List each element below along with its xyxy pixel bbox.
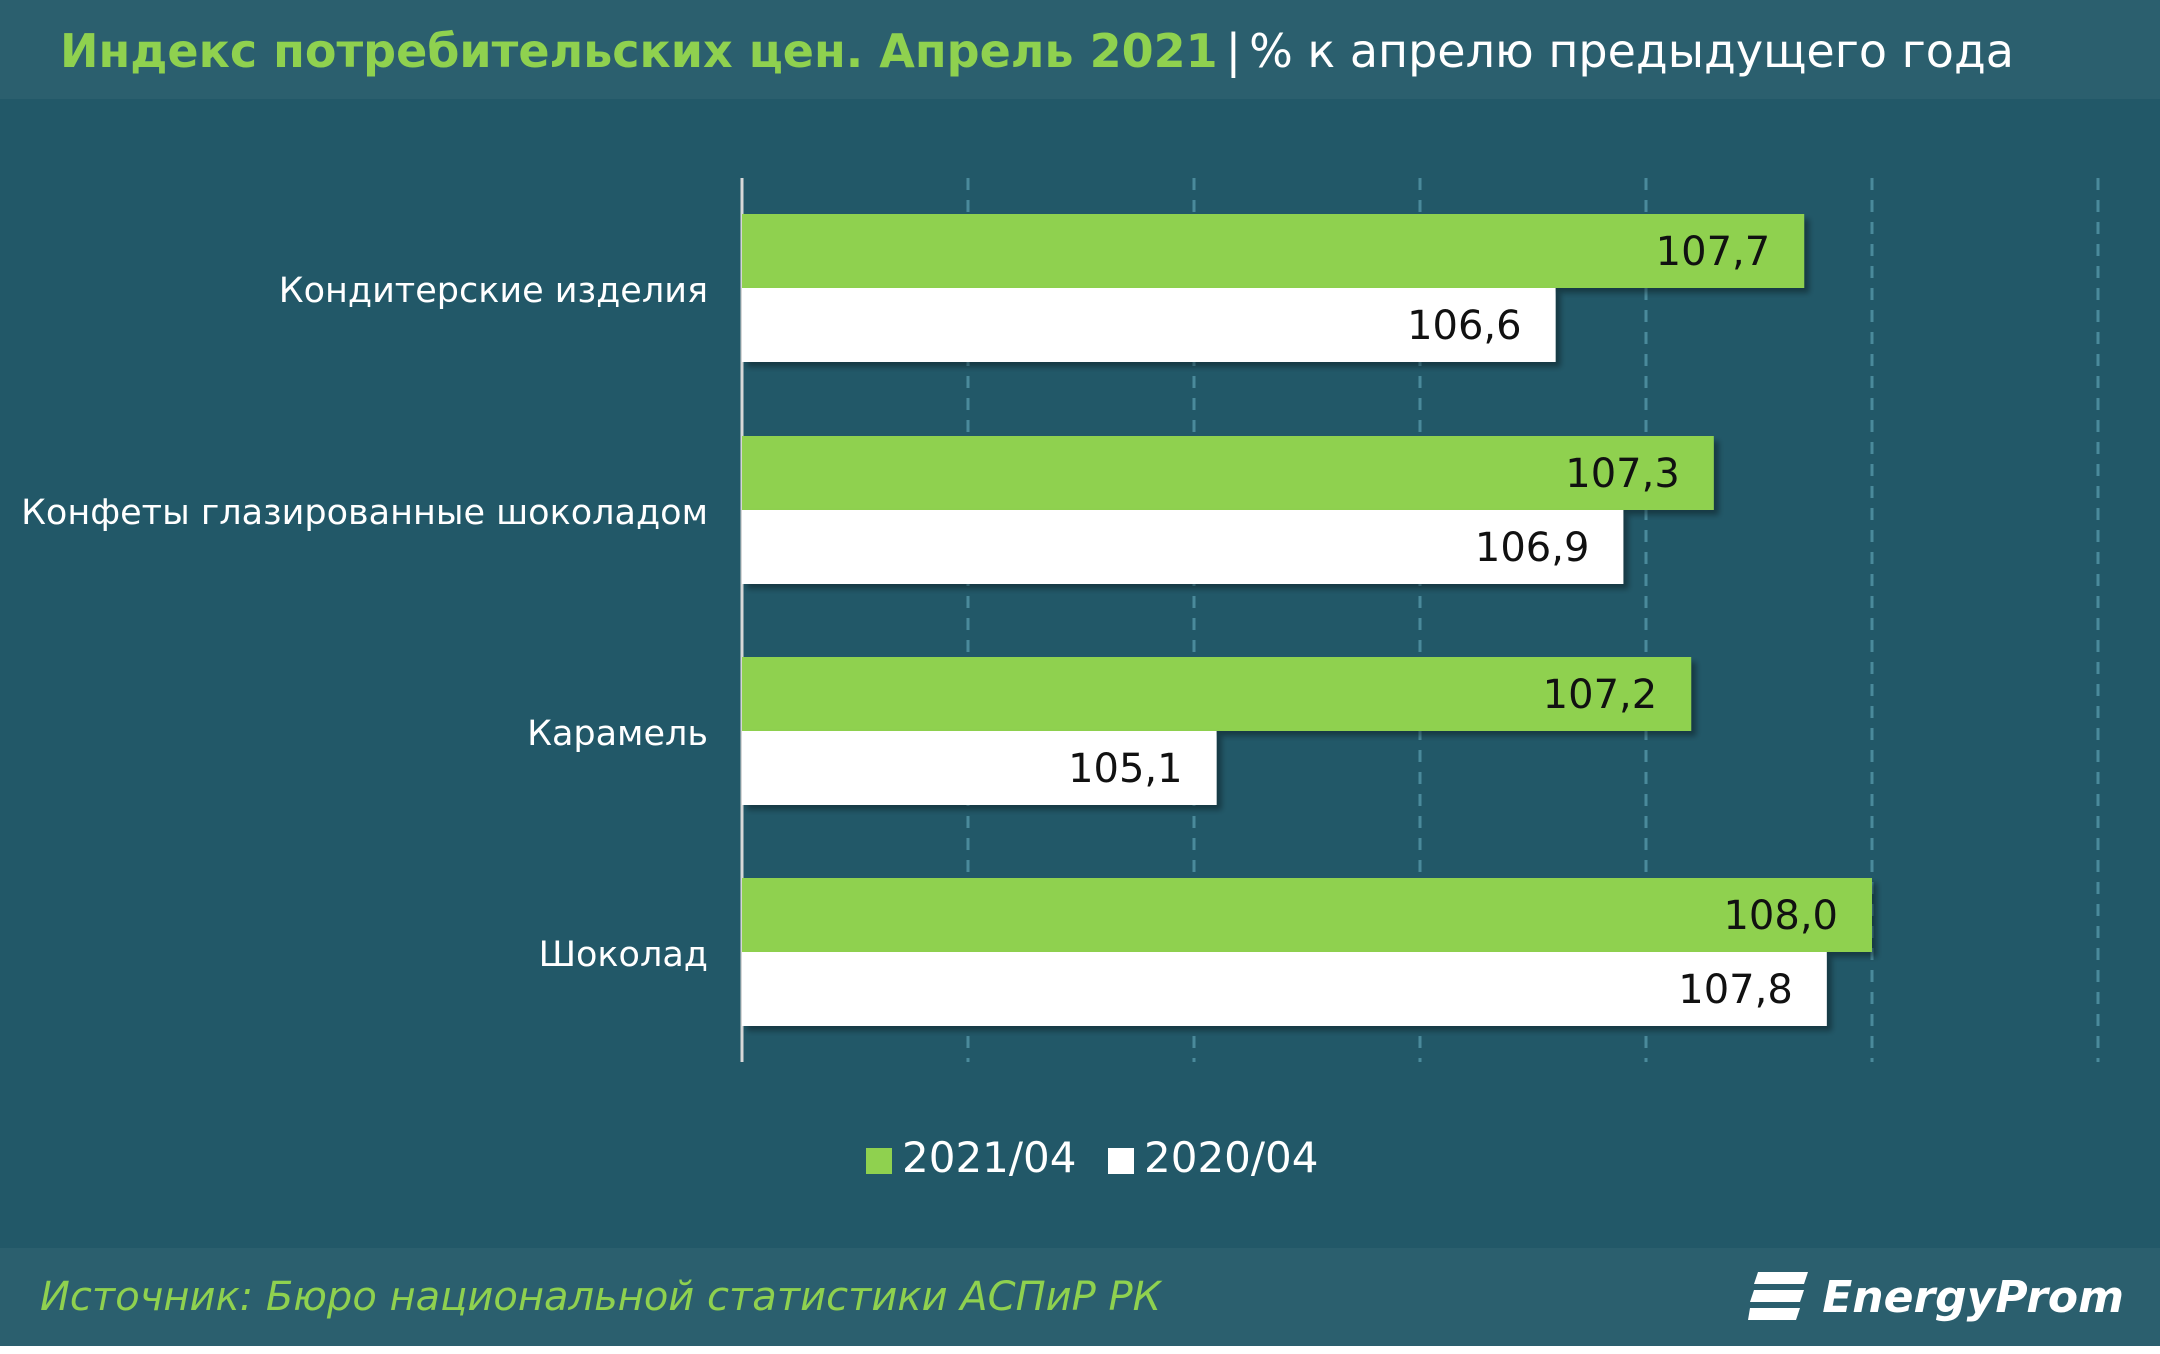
- data-label: 107,2: [1543, 672, 1658, 718]
- bar-2021-1: [742, 436, 1714, 510]
- legend-label: 2020/04: [1144, 1133, 1318, 1182]
- data-label: 108,0: [1723, 893, 1838, 939]
- bar-chart: 107,7 106,6 Кондитерские изделия 107,3 106,9…: [21, 178, 2100, 1182]
- bar-2020-2: [742, 731, 1217, 805]
- data-label: 106,9: [1475, 525, 1590, 571]
- bar-2021-2: [742, 657, 1692, 731]
- bar-2020-1: [742, 510, 1624, 584]
- bars: [742, 214, 1872, 1026]
- energyprom-logo-icon: [1748, 1272, 1809, 1320]
- bar-2021-3: [742, 878, 1872, 952]
- category-label: Кондитерские изделия: [279, 271, 708, 311]
- legend: 2021/04 2020/04: [866, 1133, 1318, 1182]
- brand-name: EnergyProm: [1822, 1271, 2124, 1323]
- source-bar: Источник: Бюро национальной статистики А…: [0, 1248, 2160, 1346]
- title-separator: |: [1225, 24, 1242, 78]
- title-bar: Индекс потребительских цен. Апрель 2021 |…: [0, 0, 2160, 99]
- chart-title-main: Индекс потребительских цен. Апрель 2021: [60, 24, 1218, 78]
- bar-2021-0: [742, 214, 1805, 288]
- bar-2020-0: [742, 288, 1556, 362]
- data-label: 107,8: [1678, 967, 1793, 1013]
- chart-subtitle: % к апрелю предыдущего года: [1249, 24, 2014, 78]
- data-label: 106,6: [1407, 303, 1522, 349]
- category-label: Карамель: [527, 714, 708, 754]
- legend-swatch: [1108, 1148, 1134, 1174]
- category-label: Конфеты глазированные шоколадом: [21, 493, 708, 533]
- data-label: 105,1: [1068, 746, 1183, 792]
- data-label: 107,3: [1565, 451, 1680, 497]
- source-note: Источник: Бюро национальной статистики А…: [40, 1274, 1161, 1320]
- chart-title: Индекс потребительских цен. Апрель 2021 |…: [60, 18, 2014, 84]
- data-label: 107,7: [1656, 229, 1771, 275]
- brand-logo: EnergyProm: [1748, 1264, 2124, 1330]
- category-label: Шоколад: [539, 935, 708, 975]
- legend-label: 2021/04: [902, 1133, 1076, 1182]
- labels: 107,7 106,6 Кондитерские изделия 107,3 106,9…: [21, 229, 1838, 1013]
- bar-2020-3: [742, 952, 1827, 1026]
- legend-swatch: [866, 1148, 892, 1174]
